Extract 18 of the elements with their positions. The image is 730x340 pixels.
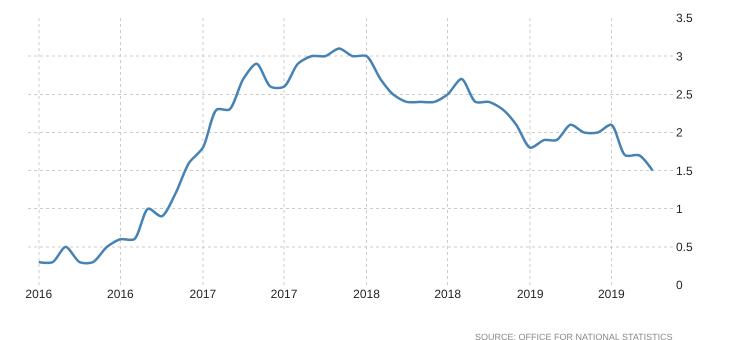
x-tick-label: 2019: [516, 287, 544, 301]
y-tick-label: 2.5: [676, 87, 694, 102]
x-tick-label: 2016: [107, 287, 134, 301]
x-tick-label: 2019: [598, 287, 625, 301]
y-tick-label: 1.5: [676, 164, 694, 178]
y-tick-label: 3.5: [676, 11, 694, 26]
y-tick-label: 0.5: [676, 240, 694, 254]
x-tick-label: 2017: [190, 287, 217, 301]
x-tick-label: 2016: [25, 287, 52, 301]
x-tick-label: 2018: [434, 287, 462, 301]
x-tick-label: 2018: [353, 287, 380, 301]
y-tick-label: 3: [676, 49, 683, 64]
y-tick-label: 0: [676, 278, 683, 292]
line-series: [38, 47, 654, 264]
source-note: SOURCE: OFFICE FOR NATIONAL STATISTICS: [475, 332, 673, 340]
y-tick-label: 1: [676, 202, 683, 216]
x-tick-label: 2017: [270, 287, 298, 301]
y-tick-label: 2: [676, 126, 683, 140]
